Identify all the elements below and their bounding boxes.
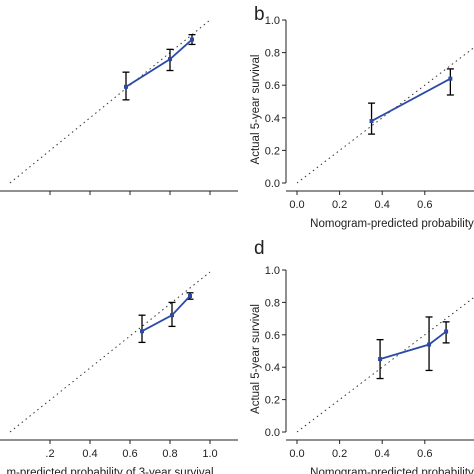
y-tick-label: 0.6 bbox=[265, 330, 280, 342]
data-point bbox=[188, 294, 192, 298]
panel-letter: d bbox=[254, 238, 265, 259]
x-tick-label: 0.6 bbox=[122, 199, 137, 211]
x-tick-label: 0.4 bbox=[375, 448, 390, 460]
calibration-line bbox=[141, 295, 191, 332]
y-tick-label: 0.6 bbox=[265, 80, 280, 92]
x-tick-label: .2 bbox=[45, 448, 54, 460]
panel-letter: b bbox=[254, 4, 265, 25]
calibration-panel-b: 0.0 0.2 0.4 0.6 Nomogram-predicted probabili… bbox=[250, 15, 474, 230]
data-point bbox=[190, 37, 194, 42]
y-tick-label: 0.8 bbox=[265, 297, 280, 309]
x-tick-label: 0.4 bbox=[375, 199, 390, 211]
x-axis-label: m-predicted probability of 3-year surviv… bbox=[6, 467, 213, 474]
y-tick-label: 0.4 bbox=[265, 362, 280, 374]
x-tick-label: 0.2 bbox=[332, 448, 347, 460]
reference-diagonal-line bbox=[9, 271, 211, 433]
data-point bbox=[170, 313, 174, 318]
y-tick-label: 0.0 bbox=[265, 178, 280, 190]
data-point bbox=[124, 84, 128, 89]
calibration-line bbox=[125, 38, 193, 88]
data-point bbox=[378, 357, 383, 362]
y-tick-label: 1.0 bbox=[265, 15, 280, 27]
x-tick-label: 0.2 bbox=[332, 199, 347, 211]
data-point bbox=[168, 57, 172, 62]
data-point bbox=[448, 76, 453, 81]
x-tick-label: 0.6 bbox=[122, 448, 137, 460]
calibration-line bbox=[371, 77, 451, 122]
x-tick-label: 1.0 bbox=[202, 448, 217, 460]
y-tick-label: 0.0 bbox=[265, 427, 280, 439]
x-tick-label: 0.8 bbox=[162, 448, 177, 460]
y-tick-label: 0.4 bbox=[265, 113, 280, 125]
x-axis-label: Nomogram-predicted probability bbox=[310, 218, 474, 230]
y-tick-label: 1.0 bbox=[265, 265, 280, 277]
x-tick-label: 0.4 bbox=[82, 448, 97, 460]
data-point bbox=[427, 342, 432, 347]
reference-diagonal-line bbox=[9, 19, 211, 184]
x-tick-label: 1.0 bbox=[202, 199, 217, 211]
x-tick-label: .2 bbox=[45, 199, 54, 211]
y-axis-label: Actual 5-year survival bbox=[250, 304, 262, 414]
x-tick-label: 0.8 bbox=[162, 199, 177, 211]
x-axis-label: Nomogram-predicted probability bbox=[310, 467, 474, 474]
reference-diagonal-line bbox=[296, 46, 474, 184]
y-tick-label: 0.2 bbox=[265, 395, 280, 407]
x-tick-label: 0.4 bbox=[82, 199, 97, 211]
y-tick-label: 0.8 bbox=[265, 48, 280, 60]
calibration-panel-c: .2 0.4 0.6 0.8 1.0 m-predicted probability of… bbox=[0, 271, 238, 474]
calibration-panel-d: 0.0 0.2 0.4 0.6 Nomogram-predicted probabili… bbox=[250, 265, 474, 474]
y-tick-label: 0.2 bbox=[265, 145, 280, 157]
x-tick-label: 0.0 bbox=[289, 199, 304, 211]
calibration-line bbox=[379, 330, 447, 360]
x-tick-label: 0.6 bbox=[417, 448, 432, 460]
reference-diagonal-line bbox=[296, 296, 474, 433]
data-point bbox=[369, 119, 374, 124]
x-tick-label: 0.6 bbox=[417, 199, 432, 211]
y-axis-label: Actual 5-year survival bbox=[250, 55, 262, 165]
calibration-panel-a: .2 0.4 0.6 0.8 1.0 m-predicted probability of… bbox=[0, 19, 238, 230]
data-point bbox=[140, 329, 144, 334]
x-tick-label: 0.0 bbox=[289, 448, 304, 460]
data-point bbox=[444, 329, 449, 334]
x-axis-label: m-predicted probability of 3-year surviv… bbox=[6, 218, 213, 230]
